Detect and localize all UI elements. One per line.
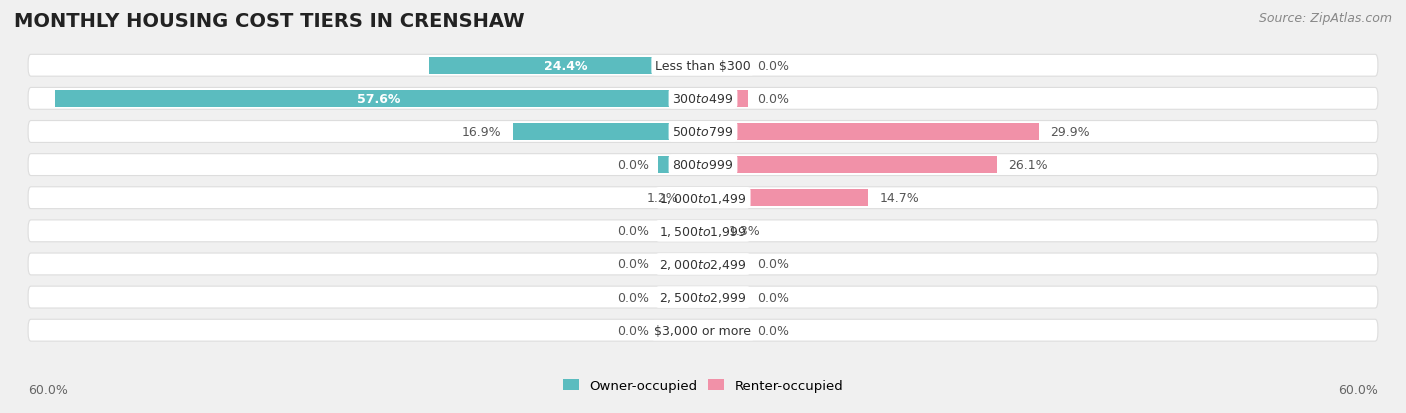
- Bar: [703, 289, 748, 306]
- Text: $800 to $999: $800 to $999: [672, 159, 734, 172]
- Bar: [658, 289, 703, 306]
- Text: $3,000 or more: $3,000 or more: [655, 324, 751, 337]
- Text: Less than $300: Less than $300: [655, 59, 751, 73]
- Bar: [658, 256, 703, 273]
- Bar: [689, 190, 703, 207]
- Text: 26.1%: 26.1%: [1008, 159, 1047, 172]
- Text: 60.0%: 60.0%: [28, 384, 67, 396]
- Text: 60.0%: 60.0%: [1339, 384, 1378, 396]
- Text: 0.0%: 0.0%: [617, 291, 650, 304]
- Text: 0.0%: 0.0%: [756, 291, 789, 304]
- FancyBboxPatch shape: [28, 154, 1378, 176]
- Bar: [703, 157, 997, 174]
- Text: 0.0%: 0.0%: [756, 59, 789, 73]
- Bar: [513, 123, 703, 141]
- Text: 0.0%: 0.0%: [756, 324, 789, 337]
- Legend: Owner-occupied, Renter-occupied: Owner-occupied, Renter-occupied: [558, 374, 848, 398]
- Bar: [658, 223, 703, 240]
- Bar: [658, 322, 703, 339]
- Bar: [703, 57, 748, 75]
- Bar: [703, 256, 748, 273]
- Text: 0.0%: 0.0%: [617, 324, 650, 337]
- Text: $2,000 to $2,499: $2,000 to $2,499: [659, 257, 747, 271]
- Bar: [703, 123, 1039, 141]
- Text: 16.9%: 16.9%: [463, 126, 502, 139]
- Bar: [429, 57, 703, 75]
- Text: 14.7%: 14.7%: [880, 192, 920, 205]
- Text: Source: ZipAtlas.com: Source: ZipAtlas.com: [1258, 12, 1392, 25]
- Text: 0.0%: 0.0%: [756, 258, 789, 271]
- Text: 1.3%: 1.3%: [728, 225, 761, 238]
- Text: $500 to $799: $500 to $799: [672, 126, 734, 139]
- Text: 0.0%: 0.0%: [617, 258, 650, 271]
- Text: $300 to $499: $300 to $499: [672, 93, 734, 106]
- Text: $1,000 to $1,499: $1,000 to $1,499: [659, 191, 747, 205]
- FancyBboxPatch shape: [28, 221, 1378, 242]
- Text: 1.2%: 1.2%: [647, 192, 678, 205]
- FancyBboxPatch shape: [28, 88, 1378, 110]
- Text: $2,500 to $2,999: $2,500 to $2,999: [659, 290, 747, 304]
- Bar: [703, 322, 748, 339]
- Bar: [703, 90, 748, 108]
- Text: 57.6%: 57.6%: [357, 93, 401, 106]
- FancyBboxPatch shape: [28, 287, 1378, 308]
- Text: 0.0%: 0.0%: [756, 93, 789, 106]
- Bar: [55, 90, 703, 108]
- FancyBboxPatch shape: [28, 188, 1378, 209]
- Text: 24.4%: 24.4%: [544, 59, 588, 73]
- FancyBboxPatch shape: [28, 55, 1378, 77]
- Text: 0.0%: 0.0%: [617, 159, 650, 172]
- FancyBboxPatch shape: [28, 254, 1378, 275]
- FancyBboxPatch shape: [28, 320, 1378, 341]
- Bar: [703, 223, 717, 240]
- Bar: [658, 157, 703, 174]
- Text: MONTHLY HOUSING COST TIERS IN CRENSHAW: MONTHLY HOUSING COST TIERS IN CRENSHAW: [14, 12, 524, 31]
- Text: $1,500 to $1,999: $1,500 to $1,999: [659, 224, 747, 238]
- FancyBboxPatch shape: [28, 121, 1378, 143]
- Bar: [703, 190, 869, 207]
- Text: 0.0%: 0.0%: [617, 225, 650, 238]
- Text: 29.9%: 29.9%: [1050, 126, 1090, 139]
